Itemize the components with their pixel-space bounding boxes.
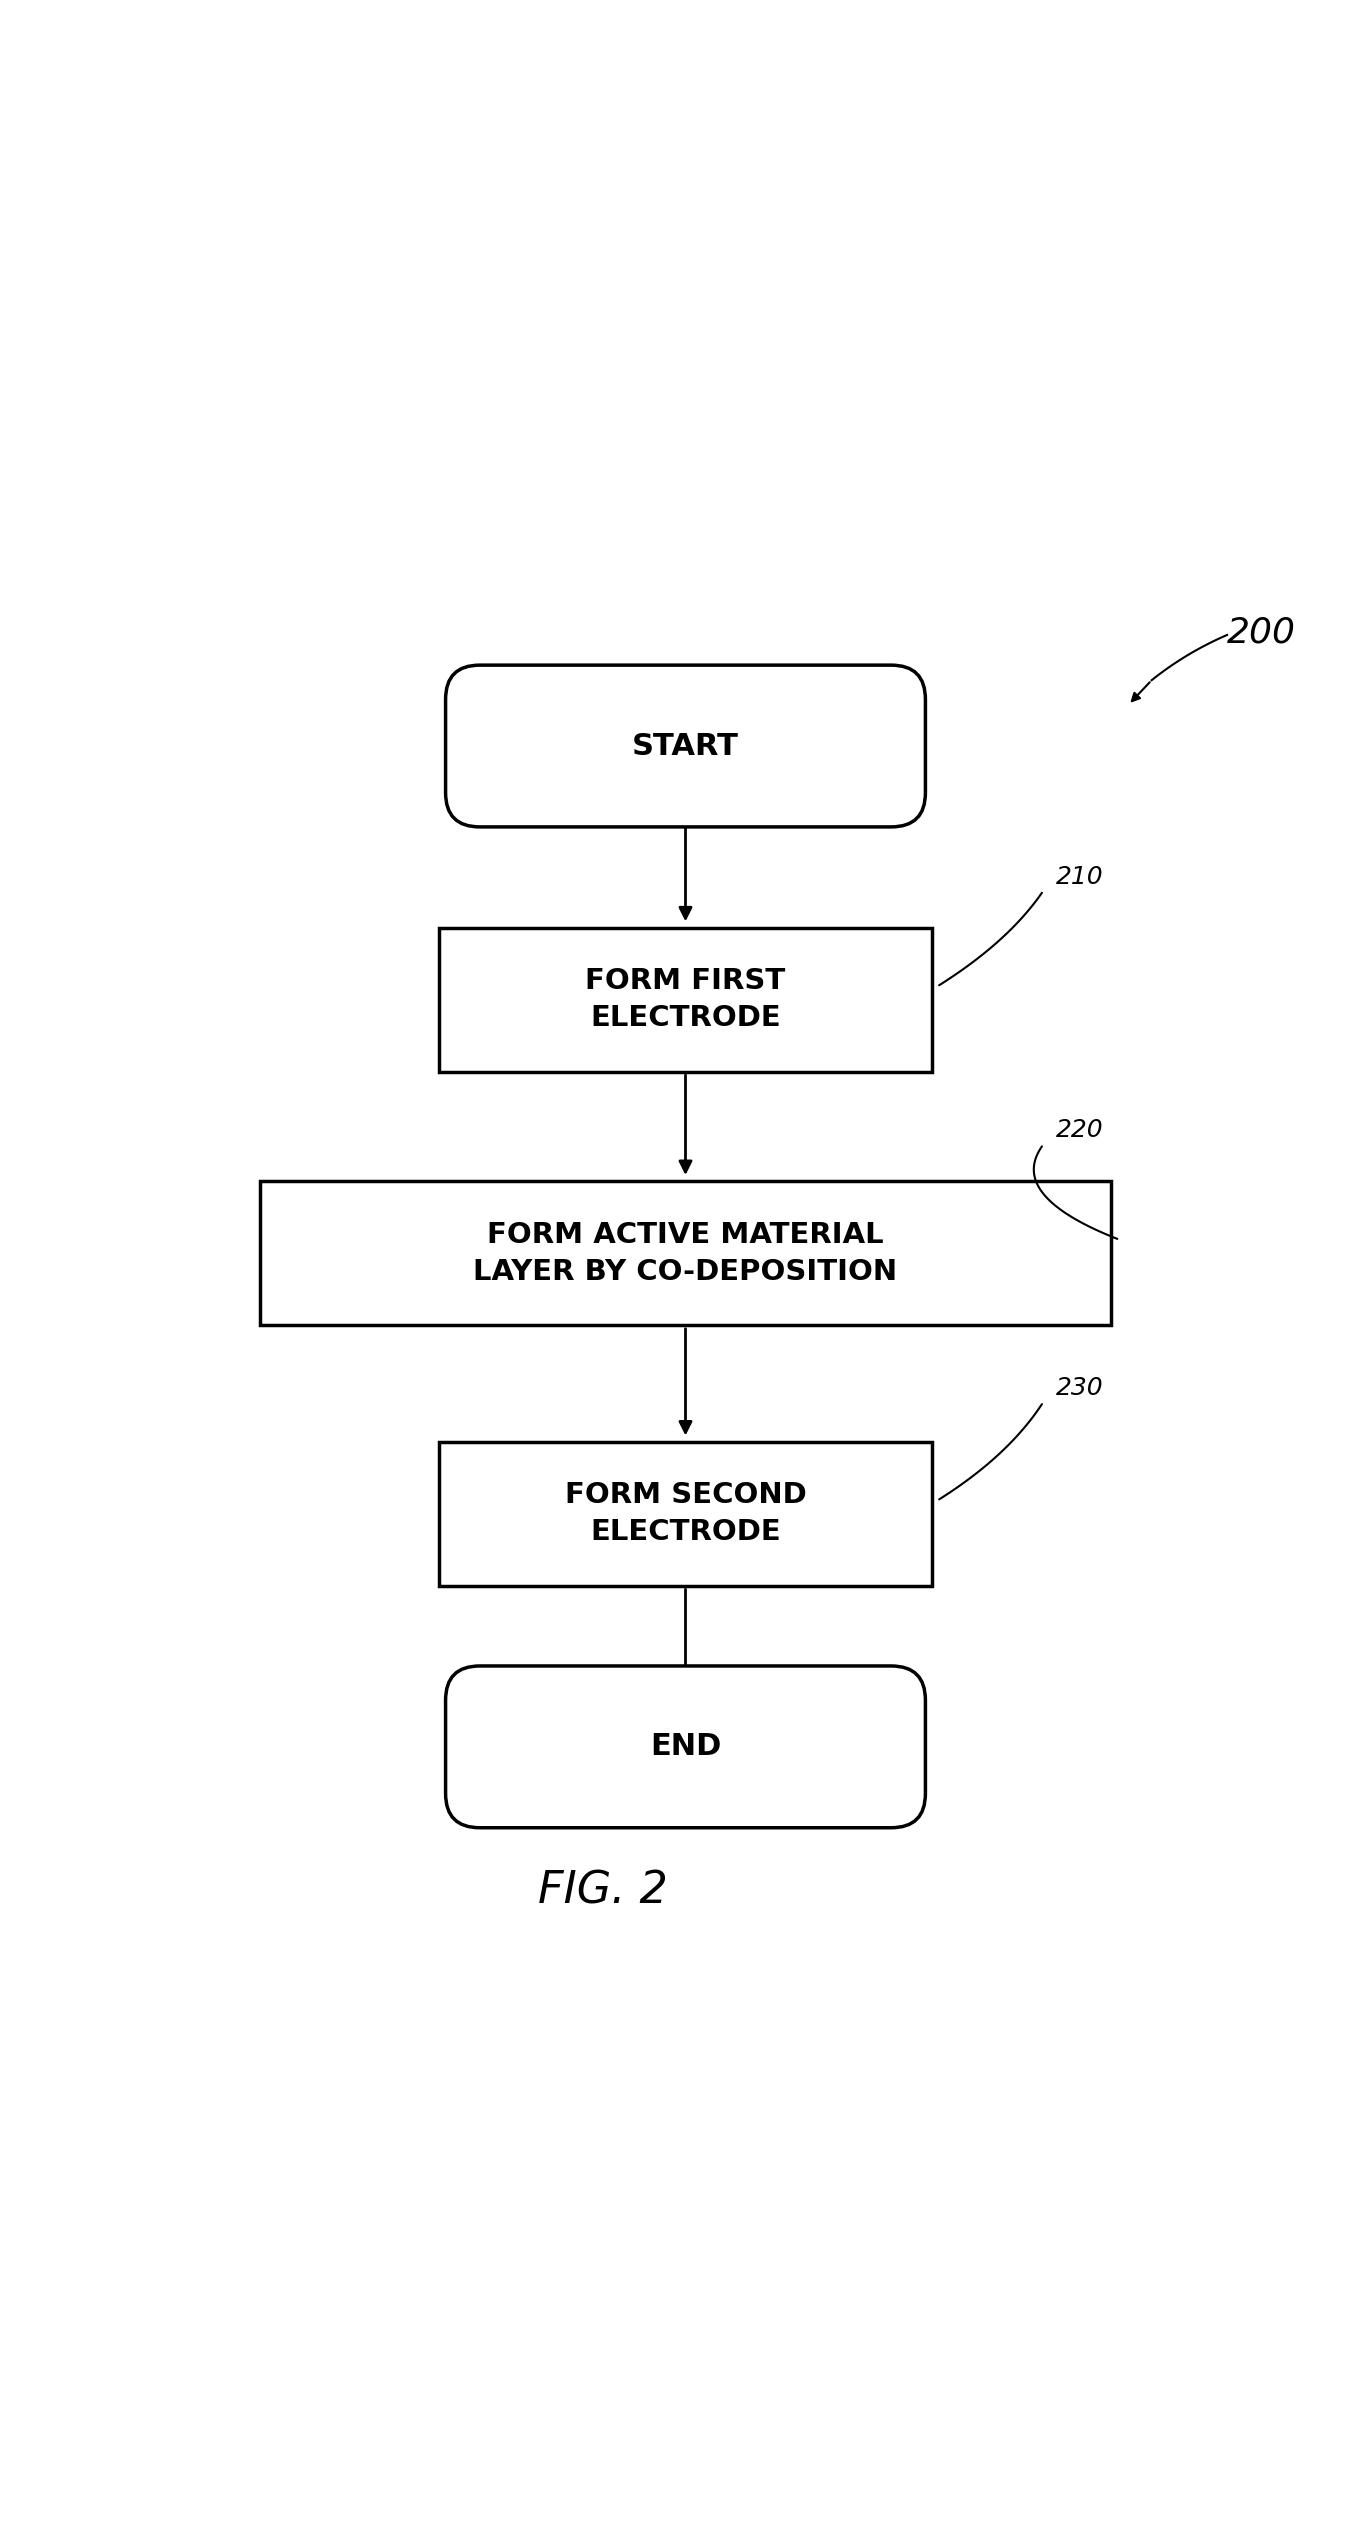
Text: 220: 220	[1056, 1117, 1104, 1143]
Text: 230: 230	[1056, 1376, 1104, 1399]
Text: START: START	[632, 732, 739, 760]
Text: END: END	[650, 1733, 721, 1761]
Text: FORM ACTIVE MATERIAL
LAYER BY CO-DEPOSITION: FORM ACTIVE MATERIAL LAYER BY CO-DEPOSIT…	[473, 1221, 898, 1285]
Text: 210: 210	[1056, 864, 1104, 889]
Text: 200: 200	[1227, 616, 1296, 649]
FancyBboxPatch shape	[446, 1665, 925, 1827]
Bar	[260, 1181, 1111, 1325]
FancyBboxPatch shape	[446, 664, 925, 826]
Text: FORM SECOND
ELECTRODE: FORM SECOND ELECTRODE	[565, 1482, 806, 1546]
Text: FORM FIRST
ELECTRODE: FORM FIRST ELECTRODE	[585, 968, 786, 1031]
Text: FIG. 2: FIG. 2	[539, 1870, 668, 1913]
Bar	[439, 927, 932, 1072]
Bar	[439, 1442, 932, 1586]
